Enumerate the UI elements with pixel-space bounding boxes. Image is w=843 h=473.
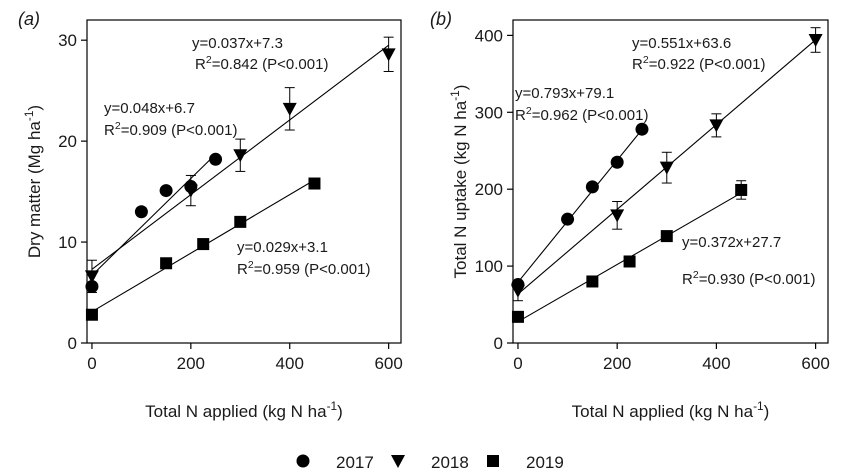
x-axis-label: Total N applied (kg N ha-1) <box>145 399 343 421</box>
y-tick-label: 100 <box>475 257 503 276</box>
data-point-2019 <box>586 275 599 288</box>
x-tick-label: 400 <box>702 354 730 373</box>
data-point-2018 <box>808 33 823 47</box>
data-point-2018 <box>233 149 248 163</box>
x-tick-label: 400 <box>276 354 304 373</box>
data-point-2017 <box>209 152 223 166</box>
legend-marker-2019 <box>487 455 499 467</box>
panel-label: (a) <box>18 9 40 29</box>
fit-line-2017 <box>517 129 643 283</box>
legend-marker-2017 <box>296 454 310 468</box>
x-tick-label: 200 <box>603 354 631 373</box>
legend-label: 2017 <box>336 453 374 472</box>
fit-equation: y=0.037x+7.3 <box>192 35 283 52</box>
x-tick-label: 600 <box>801 354 829 373</box>
data-point-2018 <box>84 270 99 284</box>
data-point-2018 <box>183 184 198 198</box>
data-point-2018 <box>709 119 724 133</box>
data-point-2019 <box>197 238 210 251</box>
data-point-2019 <box>85 308 98 321</box>
fit-equation: y=0.372x+27.7 <box>682 234 781 251</box>
data-point-2019 <box>623 255 636 268</box>
fit-r2: R2=0.959 (P<0.001) <box>237 259 370 278</box>
y-tick-label: 200 <box>475 180 503 199</box>
x-tick-label: 200 <box>177 354 205 373</box>
y-tick-label: 400 <box>475 26 503 45</box>
data-point-2019 <box>735 183 748 196</box>
legend-label: 2018 <box>431 453 469 472</box>
data-point-2018 <box>381 48 396 62</box>
plot-frame <box>512 19 829 344</box>
fit-equation: y=0.048x+6.7 <box>104 100 195 117</box>
data-point-2017 <box>159 184 173 198</box>
x-tick-label: 0 <box>513 354 522 373</box>
fit-r2: R2=0.842 (P<0.001) <box>195 54 328 73</box>
fit-r2: R2=0.962 (P<0.001) <box>515 105 648 124</box>
data-point-2018 <box>610 209 625 223</box>
y-tick-label: 300 <box>475 103 503 122</box>
fit-r2: R2=0.922 (P<0.001) <box>632 54 765 73</box>
data-point-2019 <box>308 177 321 190</box>
y-tick-label: 0 <box>494 334 503 353</box>
fit-equation: y=0.551x+63.6 <box>632 35 731 52</box>
data-point-2017 <box>610 155 624 169</box>
y-axis-label: Total N uptake (kg N ha-1) <box>448 85 470 279</box>
x-tick-label: 0 <box>87 354 96 373</box>
y-tick-label: 0 <box>68 334 77 353</box>
fit-equation: y=0.793x+79.1 <box>515 85 614 102</box>
data-point-2017 <box>585 180 599 194</box>
data-point-2018 <box>510 284 525 298</box>
data-point-2018 <box>659 161 674 175</box>
y-tick-label: 10 <box>58 233 77 252</box>
data-point-2018 <box>282 102 297 116</box>
data-point-2019 <box>660 230 673 243</box>
data-point-2017 <box>561 212 575 226</box>
panel-b: 0 200 400 600 0 100 200 300 400 Total N applied (… <box>430 9 830 421</box>
legend-label: 2019 <box>526 453 564 472</box>
legend-marker-2018 <box>391 455 405 468</box>
x-axis-label: Total N applied (kg N ha-1) <box>572 399 770 421</box>
legend: 2017 2018 2019 <box>296 453 564 472</box>
panel-a: 0 200 400 600 0 10 20 30 Total N applied (kg N h… <box>18 9 403 421</box>
fit-equation: y=0.029x+3.1 <box>237 239 328 256</box>
plot-frame <box>86 19 402 344</box>
data-point-2019 <box>234 215 247 228</box>
data-point-2019 <box>160 257 173 270</box>
fit-line-2017 <box>91 153 216 276</box>
fit-r2: R2=0.930 (P<0.001) <box>682 269 815 288</box>
y-tick-label: 20 <box>58 132 77 151</box>
data-point-2017 <box>134 205 148 219</box>
data-point-2017 <box>635 122 649 136</box>
data-point-2019 <box>511 310 524 323</box>
y-tick-label: 30 <box>58 31 77 50</box>
fit-r2: R2=0.909 (P<0.001) <box>104 120 237 139</box>
x-tick-label: 600 <box>374 354 402 373</box>
y-axis-label: Dry matter (Mg ha-1) <box>22 105 44 258</box>
panel-label: (b) <box>430 9 452 29</box>
